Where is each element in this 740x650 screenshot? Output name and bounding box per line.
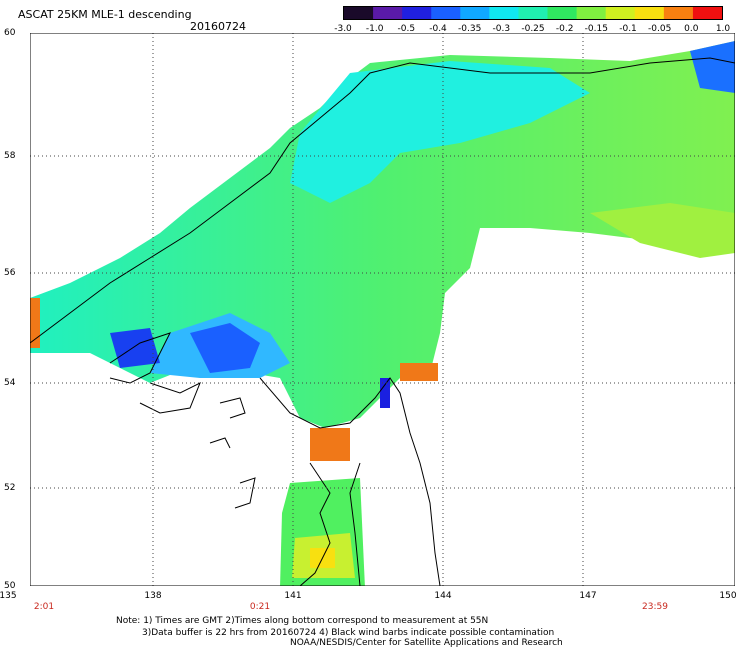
colorbar-tick-label: -0.25	[521, 24, 545, 34]
longitude-label: 138	[144, 591, 162, 601]
colorbar-tick-label: -0.15	[584, 24, 608, 34]
longitude-label: 135	[0, 591, 17, 601]
latitude-label: 58	[4, 151, 16, 161]
colorbar-tick-label: -0.35	[458, 24, 482, 34]
colorbar-swatch	[518, 7, 549, 19]
colorbar-swatch	[431, 7, 461, 19]
footnote-line-1: Note: 1) Times are GMT 2)Times along bot…	[116, 616, 489, 626]
colorbar-tick-label: -0.05	[648, 24, 672, 34]
latitude-label: 54	[4, 378, 16, 388]
latitude-label: 56	[4, 268, 16, 278]
time-label: 0:21	[249, 602, 271, 612]
colorbar-swatch	[576, 7, 607, 19]
colorbar-swatch	[605, 7, 636, 19]
colorbar	[343, 6, 723, 20]
longitude-label: 147	[579, 591, 597, 601]
product-title: ASCAT 25KM MLE-1 descending	[18, 8, 192, 21]
colorbar-swatch	[692, 7, 722, 19]
time-label: 23:59	[642, 602, 668, 612]
colorbar-tick-label: -0.1	[619, 24, 637, 34]
colorbar-swatch	[663, 7, 694, 19]
colorbar-swatch	[460, 7, 490, 19]
colorbar-swatch	[373, 7, 403, 19]
colorbar-swatch	[402, 7, 432, 19]
longitude-label: 144	[434, 591, 452, 601]
colorbar-tick-label: 1.0	[715, 24, 731, 34]
colorbar-tick-label: -0.3	[492, 24, 511, 34]
longitude-label: 141	[284, 591, 302, 601]
colorbar-tick-label: -0.4	[429, 24, 447, 34]
latitude-label: 50	[4, 581, 16, 591]
credit-line: NOAA/NESDIS/Center for Satellite Applica…	[290, 638, 563, 648]
longitude-label: 150	[719, 591, 737, 601]
colorbar-swatch	[489, 7, 519, 19]
latitude-label: 52	[4, 483, 16, 493]
footnote-line-2: 3)Data buffer is 22 hrs from 20160724 4)…	[142, 628, 555, 638]
wind-map	[30, 33, 735, 586]
swath-okhotsk	[30, 41, 735, 461]
colorbar-tick-label: -1.0	[365, 24, 384, 34]
time-label: 2:01	[33, 602, 55, 612]
latitude-label: 60	[4, 28, 16, 38]
colorbar-tick-label: 0.0	[684, 24, 699, 34]
colorbar-swatch	[344, 7, 374, 19]
grid	[30, 33, 735, 586]
colorbar-tick-label: -3.0	[334, 24, 352, 34]
colorbar-tick-label: -0.5	[397, 24, 416, 34]
product-date: 20160724	[190, 20, 246, 33]
colorbar-swatch	[634, 7, 665, 19]
colorbar-tick-label: -0.2	[555, 24, 574, 34]
colorbar-swatch	[547, 7, 578, 19]
